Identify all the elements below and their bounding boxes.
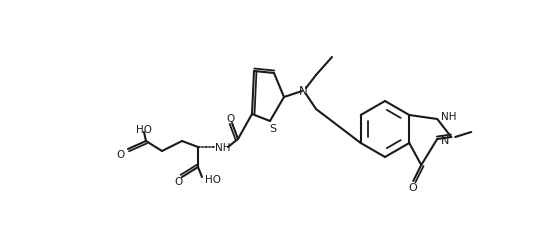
Text: O: O: [174, 176, 182, 186]
Text: NH: NH: [442, 112, 457, 122]
Text: HO: HO: [136, 124, 152, 134]
Text: O: O: [409, 182, 417, 192]
Text: NH: NH: [215, 142, 231, 152]
Text: N: N: [299, 85, 307, 98]
Text: O: O: [226, 114, 234, 124]
Text: S: S: [270, 124, 277, 134]
Text: N: N: [441, 136, 449, 145]
Text: O: O: [116, 150, 124, 159]
Text: HO: HO: [205, 174, 221, 184]
